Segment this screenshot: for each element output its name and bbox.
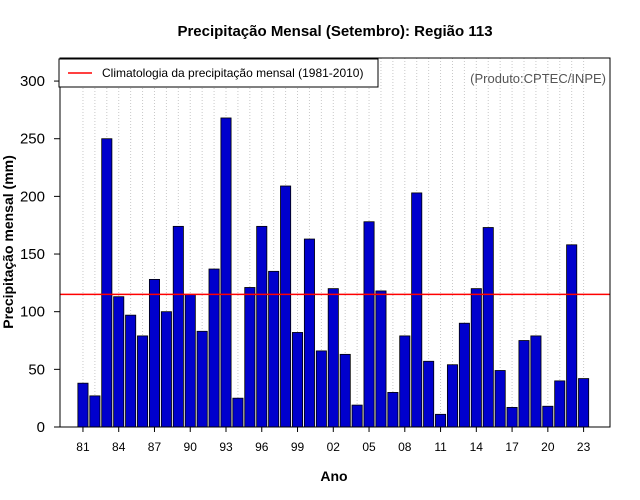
bar-series (77, 117, 590, 428)
x-tick-label: 17 (505, 440, 519, 454)
x-tick-label: 20 (541, 440, 555, 454)
bar-2022 (566, 244, 578, 428)
bar-2012 (446, 364, 458, 428)
y-tick-label: 150 (20, 246, 45, 263)
bar-1981 (77, 382, 89, 428)
legend-box (58, 58, 379, 88)
bar-2003 (339, 353, 351, 428)
bar-2009 (411, 192, 423, 428)
bar-2018 (518, 340, 530, 428)
bar-2010 (423, 360, 435, 428)
bar-1991 (196, 330, 208, 428)
x-tick-label: 05 (362, 440, 376, 454)
x-axis: 81 84 87 90 93 96 99 02 05 08 11 14 17 20 23 (76, 427, 591, 454)
source-note: (Produto:CPTEC/INPE) (470, 71, 606, 86)
bar-1998 (280, 185, 292, 428)
bar-2020 (542, 405, 554, 428)
x-tick-label: 02 (327, 440, 341, 454)
y-tick-label: 0 (37, 419, 45, 436)
bar-2007 (387, 392, 399, 428)
bar-2001 (315, 350, 327, 428)
x-tick-label: 08 (398, 440, 412, 454)
legend-entry-climatology: Climatologia da precipitação mensal (198… (102, 66, 363, 80)
bar-2006 (375, 290, 387, 428)
y-tick-label: 200 (20, 188, 45, 205)
x-tick-label: 81 (76, 440, 90, 454)
bar-1985 (125, 314, 137, 428)
bar-1989 (172, 225, 184, 428)
bar-2013 (458, 322, 470, 428)
bar-1995 (244, 287, 256, 428)
bar-2019 (530, 335, 542, 428)
legend: Climatologia da precipitação mensal (198… (58, 58, 379, 88)
bar-2016 (494, 370, 506, 428)
chart-title: Precipitação Mensal (Setembro): Região 1… (177, 23, 492, 40)
bar-2011 (435, 413, 447, 428)
y-tick-label: 300 (20, 73, 45, 90)
bar-2002 (327, 288, 339, 428)
bar-2005 (363, 221, 375, 428)
x-tick-label: 11 (434, 440, 447, 454)
bar-2015 (482, 227, 494, 428)
bar-1988 (160, 311, 172, 428)
y-tick-label: 250 (20, 131, 45, 148)
x-tick-label: 23 (577, 440, 591, 454)
bar-2000 (303, 238, 315, 428)
x-tick-label: 14 (470, 440, 484, 454)
bar-2008 (399, 335, 411, 428)
bar-2004 (351, 404, 363, 428)
y-axis-label: Precipitação mensal (mm) (0, 155, 16, 329)
bar-1996 (256, 225, 268, 428)
bar-1999 (292, 332, 304, 428)
x-tick-label: 84 (112, 440, 126, 454)
bar-1982 (89, 395, 101, 428)
y-tick-label: 100 (20, 304, 45, 321)
bar-1994 (232, 397, 244, 428)
y-axis: 0 50 100 150 200 250 300 (20, 73, 60, 436)
bar-1992 (208, 268, 220, 428)
x-tick-label: 90 (184, 440, 198, 454)
bar-1990 (184, 293, 196, 428)
bar-2014 (470, 288, 482, 428)
x-tick-label: 87 (148, 440, 162, 454)
bar-1984 (113, 296, 125, 428)
x-axis-label: Ano (320, 468, 347, 484)
bar-1986 (137, 335, 149, 428)
bar-2017 (506, 406, 518, 428)
x-tick-label: 93 (219, 440, 233, 454)
bar-1993 (220, 117, 232, 428)
y-tick-label: 50 (28, 361, 45, 378)
x-tick-label: 96 (255, 440, 269, 454)
bar-1983 (101, 138, 113, 428)
bar-2023 (578, 378, 590, 428)
bar-1987 (148, 278, 160, 428)
plot-frame (59, 57, 611, 428)
x-tick-label: 99 (291, 440, 305, 454)
bar-2021 (554, 380, 566, 428)
